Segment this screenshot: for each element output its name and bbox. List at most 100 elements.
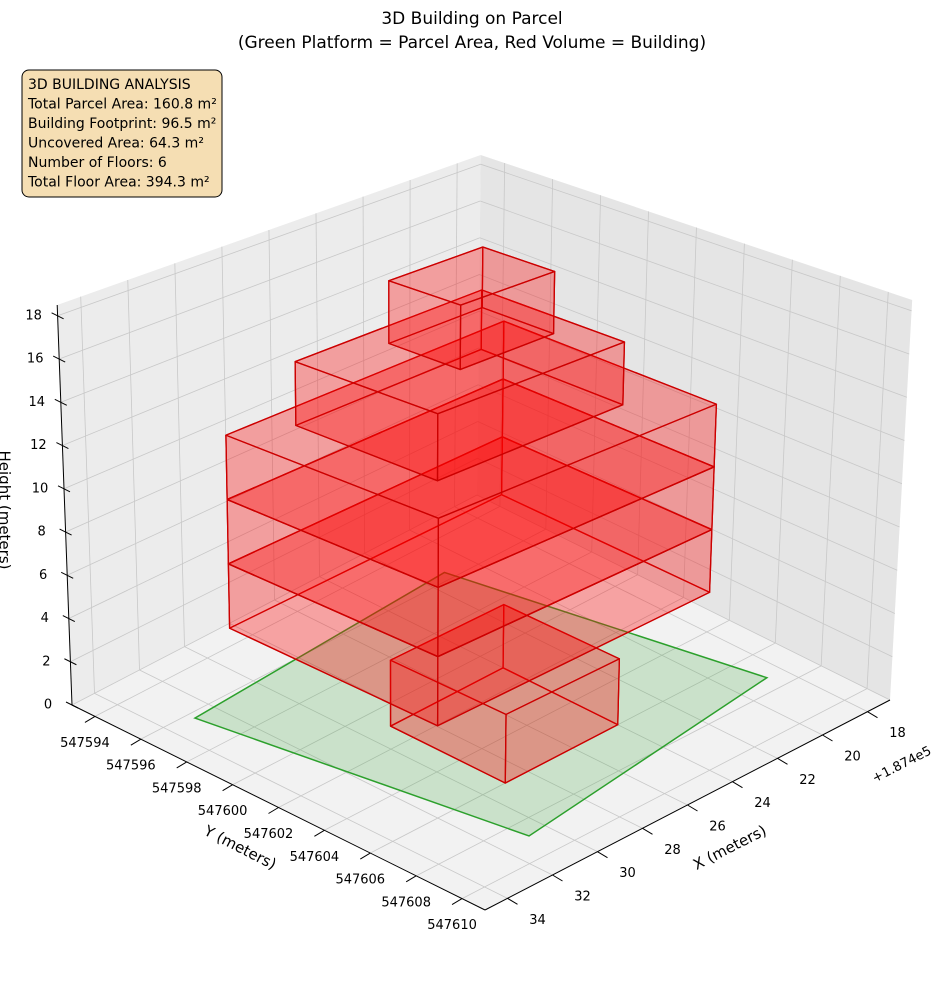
- x-tick: [552, 874, 563, 882]
- grid-line: [866, 291, 889, 689]
- annotation-line: Total Parcel Area: 160.8 m²: [27, 97, 217, 113]
- z-tick: [64, 658, 77, 666]
- y-tick-label: 547602: [244, 827, 294, 842]
- right-pane: [477, 155, 913, 700]
- grid-line: [478, 384, 898, 571]
- grid-line: [820, 275, 841, 666]
- x-tick: [867, 711, 878, 719]
- z-tick: [59, 528, 72, 536]
- grid-line: [478, 310, 903, 485]
- grid-line: [127, 279, 140, 671]
- x-tick: [777, 757, 788, 765]
- x-tick: [822, 734, 833, 742]
- annotation-line: Building Footprint: 96.5 m²: [28, 116, 216, 132]
- grid-line: [80, 296, 95, 694]
- x-tick-label: 22: [799, 773, 816, 788]
- z-tick: [60, 571, 74, 579]
- grid-line: [454, 163, 458, 507]
- grid-line: [461, 688, 868, 899]
- grid-line: [315, 213, 320, 577]
- y-tick-label: 547604: [290, 850, 340, 865]
- grid-line: [174, 263, 185, 647]
- grid-line: [94, 506, 501, 717]
- x-tick: [597, 851, 608, 859]
- building-face: [389, 603, 621, 716]
- grid-line: [637, 211, 649, 575]
- grid-line: [324, 619, 730, 831]
- z-tick: [57, 485, 71, 493]
- z-tick-label: 14: [29, 395, 46, 410]
- grid-line: [477, 457, 893, 658]
- z-tick-label: 6: [39, 568, 47, 583]
- y-tick: [222, 784, 233, 792]
- grid-line: [479, 237, 907, 398]
- z-tick: [56, 442, 69, 449]
- grid-line: [545, 179, 554, 530]
- annotation-box: [21, 69, 223, 198]
- x-tick: [507, 897, 518, 905]
- grid-line: [57, 163, 481, 317]
- grid-line: [70, 457, 478, 663]
- z-tick-label: 2: [42, 654, 50, 669]
- x-tick-label: 34: [529, 913, 546, 928]
- x-tick-label: 28: [664, 843, 681, 858]
- building-face: [225, 320, 718, 519]
- z-tick: [54, 398, 68, 406]
- marks: [193, 246, 769, 837]
- y-tick-label: 547610: [427, 918, 477, 933]
- grid-line: [68, 421, 478, 619]
- grid-line: [232, 574, 638, 786]
- annotation: 3D BUILDING ANALYSIS Total Parcel Area: 1…: [27, 77, 217, 191]
- chart-title: 3D Building on Parcel: [381, 9, 562, 29]
- grid-line: [478, 347, 900, 528]
- x-tick-label: 32: [574, 890, 591, 905]
- annotation-line: Uncovered Area: 64.3 m²: [28, 136, 204, 152]
- grid-line: [591, 195, 601, 552]
- x-axis-label: X (meters): [690, 821, 769, 873]
- y-tick-label: 547598: [152, 781, 202, 796]
- y-tick: [405, 875, 417, 883]
- grid-line: [409, 179, 411, 531]
- z-tick-label: 0: [44, 698, 52, 713]
- z-tick: [52, 355, 66, 363]
- grid-line: [62, 274, 480, 446]
- x-tick: [687, 804, 698, 812]
- annotation-line: Total Floor Area: 394.3 m²: [27, 175, 210, 191]
- x-tick: [732, 781, 743, 789]
- x-tick-label: 24: [754, 796, 771, 811]
- z-tick: [65, 701, 79, 709]
- y-tick: [130, 738, 142, 746]
- z-tick: [51, 312, 64, 320]
- grid-line: [140, 528, 547, 740]
- grid-line: [728, 243, 745, 621]
- x-offset-label: +1.874e5: [870, 744, 934, 787]
- z-axis-line: [56, 304, 73, 706]
- x-tick-label: 18: [889, 726, 906, 741]
- z-tick-label: 16: [27, 352, 44, 367]
- grid-line: [683, 227, 697, 598]
- grid-line: [499, 163, 506, 507]
- z-axis-label: Height (meters): [0, 451, 14, 570]
- z-tick-label: 10: [32, 481, 49, 496]
- grid-line: [480, 163, 912, 312]
- y-tick-label: 547600: [198, 804, 248, 819]
- y-tick-label: 547594: [60, 736, 110, 751]
- y-tick: [451, 898, 463, 906]
- z-tick-label: 8: [37, 525, 45, 540]
- z-tick: [62, 615, 76, 622]
- grid-line: [480, 200, 910, 355]
- grid-line: [479, 274, 905, 441]
- x-tick-label: 30: [619, 866, 636, 881]
- x-tick-label: 20: [844, 750, 861, 765]
- x-tick-label: 26: [709, 820, 726, 835]
- z-tick-label: 12: [30, 438, 47, 453]
- grid-line: [268, 229, 275, 601]
- z-tick-label: 4: [41, 611, 49, 626]
- y-tick-label: 547606: [335, 873, 385, 888]
- y-tick-label: 547608: [381, 895, 431, 910]
- annotation-line: 3D BUILDING ANALYSIS: [28, 77, 191, 93]
- grid-line: [71, 494, 478, 706]
- y-tick-label: 547596: [106, 759, 156, 774]
- y-tick: [176, 761, 187, 769]
